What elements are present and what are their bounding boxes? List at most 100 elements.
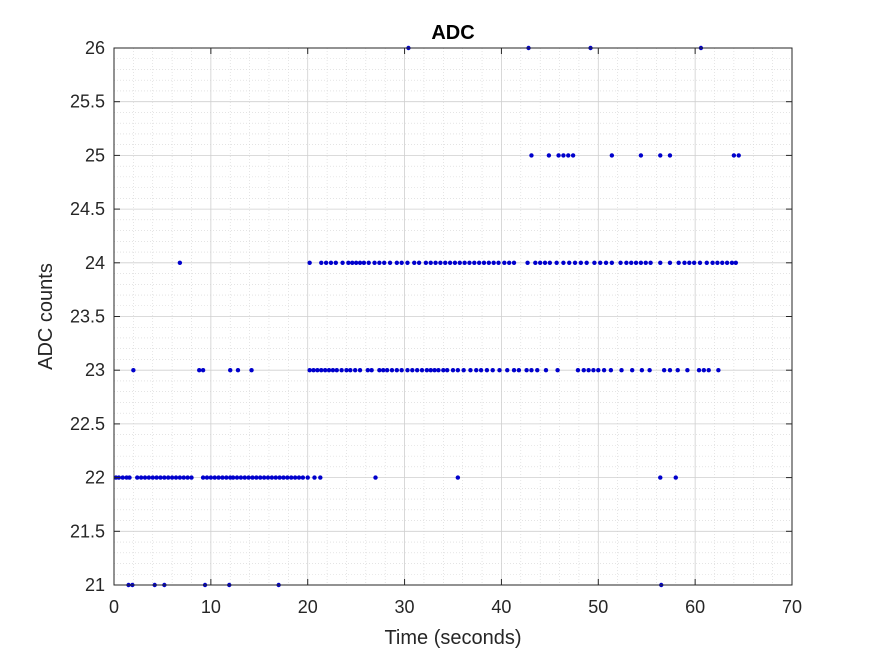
- data-point: [350, 260, 355, 265]
- data-point: [491, 260, 496, 265]
- data-point: [261, 475, 267, 480]
- data-point: [561, 260, 566, 265]
- data-point: [326, 368, 332, 373]
- data-point: [601, 368, 607, 373]
- data-point: [667, 260, 673, 265]
- data-point: [185, 475, 190, 480]
- data-point: [242, 475, 247, 480]
- data-point: [120, 475, 125, 480]
- data-point: [150, 475, 155, 480]
- data-point: [197, 368, 202, 373]
- x-tick-label: 10: [201, 597, 221, 617]
- data-point: [228, 368, 233, 373]
- data-point: [566, 153, 571, 158]
- data-point: [433, 260, 438, 265]
- y-tick-label: 22: [85, 468, 105, 488]
- data-point: [554, 260, 559, 265]
- data-point: [381, 368, 386, 373]
- data-point: [547, 260, 553, 265]
- data-point: [581, 368, 586, 373]
- data-point: [361, 260, 367, 265]
- y-tick-label: 25.5: [70, 92, 105, 112]
- data-point: [204, 475, 210, 480]
- data-point: [346, 260, 351, 265]
- data-point: [687, 260, 692, 265]
- data-point: [277, 475, 282, 480]
- data-point: [452, 260, 458, 265]
- data-point: [691, 260, 697, 265]
- data-point: [506, 260, 512, 265]
- data-point: [323, 260, 329, 265]
- data-point: [405, 260, 410, 265]
- data-point: [353, 260, 359, 265]
- data-point: [311, 368, 316, 373]
- chart-title: ADC: [431, 22, 474, 44]
- data-point: [704, 260, 709, 265]
- data-point: [696, 368, 702, 373]
- minor-grid: [114, 48, 792, 585]
- data-point: [736, 153, 741, 158]
- data-point: [575, 368, 581, 373]
- data-point: [319, 368, 324, 373]
- data-point: [315, 368, 320, 373]
- data-point: [428, 368, 433, 373]
- y-tick-label: 22.5: [70, 414, 105, 434]
- data-point: [592, 260, 597, 265]
- data-point: [497, 368, 502, 373]
- data-point: [208, 475, 214, 480]
- data-point: [608, 368, 614, 373]
- data-point: [484, 368, 490, 373]
- data-point: [619, 368, 624, 373]
- data-point: [524, 368, 529, 373]
- data-point: [455, 368, 461, 373]
- data-point: [543, 368, 549, 373]
- data-point: [441, 368, 446, 373]
- y-tick-label: 24: [85, 253, 105, 273]
- data-point: [384, 368, 390, 373]
- data-point: [496, 260, 501, 265]
- data-point: [472, 260, 477, 265]
- data-point: [720, 260, 725, 265]
- data-point: [450, 368, 456, 373]
- data-point: [481, 260, 487, 265]
- data-point: [344, 368, 349, 373]
- x-tick-label: 50: [588, 597, 608, 617]
- data-point: [697, 260, 703, 265]
- data-point: [189, 475, 194, 480]
- data-point: [603, 260, 609, 265]
- data-point: [377, 260, 382, 265]
- x-tick-label: 30: [395, 597, 415, 617]
- y-axis-label: ADC counts: [35, 263, 57, 370]
- data-point: [586, 368, 591, 373]
- data-point: [598, 260, 603, 265]
- data-point: [555, 368, 560, 373]
- data-point: [340, 260, 345, 265]
- data-point: [474, 368, 479, 373]
- data-point: [166, 475, 171, 480]
- data-point: [455, 475, 461, 480]
- data-point: [289, 475, 294, 480]
- data-point: [624, 260, 629, 265]
- data-point: [389, 368, 395, 373]
- data-point: [511, 368, 517, 373]
- x-axis-label: Time (seconds): [384, 627, 521, 649]
- data-point: [478, 368, 484, 373]
- data-point: [273, 475, 278, 480]
- data-point: [529, 368, 534, 373]
- x-axis-ticks: 0 10 20 30 40 50 60 70: [109, 48, 802, 617]
- data-point: [639, 368, 645, 373]
- data-point: [633, 260, 639, 265]
- data-point: [265, 475, 271, 480]
- data-point: [444, 368, 450, 373]
- data-point: [162, 475, 167, 480]
- data-point: [647, 368, 652, 373]
- data-points: [113, 45, 741, 588]
- data-point: [516, 368, 522, 373]
- data-point: [643, 260, 648, 265]
- data-point: [173, 475, 179, 480]
- data-point: [676, 260, 681, 265]
- y-tick-label: 21: [85, 575, 105, 595]
- data-point: [181, 475, 186, 480]
- data-point: [399, 368, 404, 373]
- data-point: [682, 260, 687, 265]
